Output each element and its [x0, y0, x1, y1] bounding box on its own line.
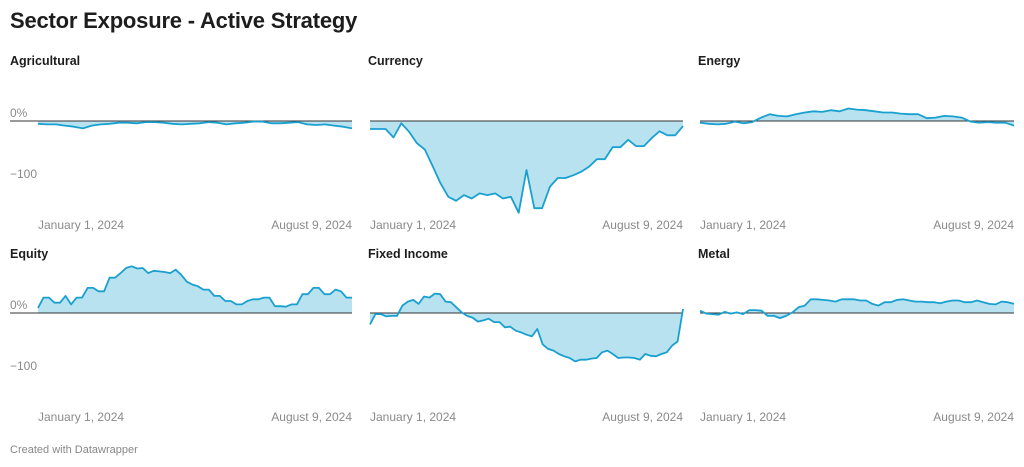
panel-title: Metal — [698, 247, 730, 261]
series-line — [699, 107, 1015, 127]
panel-title: Fixed Income — [368, 247, 448, 261]
x-tick-start: January 1, 2024 — [700, 410, 786, 424]
panel-title: Agricultural — [10, 54, 80, 68]
area-fill — [370, 293, 683, 362]
y-tick-label: −100 — [10, 167, 37, 181]
area-fill — [370, 121, 683, 213]
series-line — [37, 265, 352, 309]
x-tick-start: January 1, 2024 — [700, 218, 786, 232]
x-tick-end: August 9, 2024 — [933, 410, 1014, 424]
panel-title: Currency — [368, 54, 423, 68]
area-fill — [700, 108, 1014, 126]
footer-credit: Created with Datawrapper — [10, 444, 138, 456]
y-tick-label: 0% — [10, 298, 28, 312]
x-tick-end: August 9, 2024 — [271, 218, 352, 232]
series-line — [37, 120, 353, 130]
series-line — [370, 122, 684, 214]
y-tick-label: −100 — [10, 359, 37, 373]
chart-title: Sector Exposure - Active Strategy — [10, 8, 358, 33]
panel-title: Energy — [698, 54, 740, 68]
area-fill — [38, 266, 352, 313]
x-tick-end: August 9, 2024 — [933, 218, 1014, 232]
x-tick-start: January 1, 2024 — [38, 410, 124, 424]
series-line — [369, 292, 684, 363]
panel-title: Equity — [10, 247, 48, 261]
x-tick-end: August 9, 2024 — [271, 410, 352, 424]
x-tick-start: January 1, 2024 — [370, 410, 456, 424]
x-tick-start: January 1, 2024 — [38, 218, 124, 232]
x-tick-start: January 1, 2024 — [370, 218, 456, 232]
series-line — [699, 298, 1015, 319]
y-tick-label: 0% — [10, 106, 28, 120]
x-tick-end: August 9, 2024 — [602, 410, 683, 424]
x-tick-end: August 9, 2024 — [602, 218, 683, 232]
